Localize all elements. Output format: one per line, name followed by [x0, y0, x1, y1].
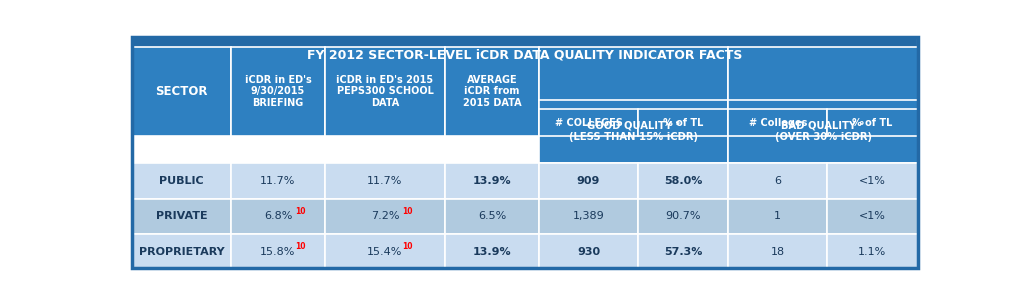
- Text: FY 2012 SECTOR-LEVEL iCDR DATA QUALITY INDICATOR FACTS: FY 2012 SECTOR-LEVEL iCDR DATA QUALITY I…: [307, 49, 742, 62]
- Bar: [132, 47, 230, 136]
- Text: AVERAGE
iCDR from
2015 DATA: AVERAGE iCDR from 2015 DATA: [463, 75, 521, 108]
- Text: <1%: <1%: [859, 211, 886, 221]
- Bar: [132, 37, 918, 73]
- Text: 7.2%: 7.2%: [371, 211, 399, 221]
- Bar: [444, 47, 540, 136]
- Text: 11.7%: 11.7%: [368, 176, 402, 186]
- Text: 13.9%: 13.9%: [473, 176, 511, 186]
- Bar: [540, 163, 638, 199]
- Bar: [540, 110, 638, 136]
- Bar: [638, 163, 728, 199]
- Text: SECTOR: SECTOR: [155, 85, 208, 98]
- Text: iCDR in ED's 2015
PEPS300 SCHOOL
DATA: iCDR in ED's 2015 PEPS300 SCHOOL DATA: [336, 75, 433, 108]
- Bar: [444, 199, 540, 234]
- Text: 13.9%: 13.9%: [473, 247, 511, 257]
- Text: 11.7%: 11.7%: [260, 176, 296, 186]
- Bar: [638, 234, 728, 270]
- Bar: [728, 163, 827, 199]
- Text: 90.7%: 90.7%: [666, 211, 700, 221]
- Bar: [827, 234, 918, 270]
- Text: 1: 1: [774, 211, 781, 221]
- Bar: [638, 110, 728, 136]
- Bar: [326, 199, 444, 234]
- Bar: [326, 47, 444, 136]
- Bar: [728, 110, 827, 136]
- Text: BAD QUALITY ⁹
(OVER 30% iCDR): BAD QUALITY ⁹ (OVER 30% iCDR): [774, 121, 871, 142]
- Text: 58.0%: 58.0%: [664, 176, 702, 186]
- Text: 57.3%: 57.3%: [664, 247, 702, 257]
- Bar: [728, 199, 827, 234]
- Bar: [540, 100, 728, 163]
- Text: 15.4%: 15.4%: [368, 247, 402, 257]
- Bar: [444, 234, 540, 270]
- Bar: [326, 234, 444, 270]
- Text: 930: 930: [577, 247, 600, 257]
- Text: 6: 6: [774, 176, 781, 186]
- Text: iCDR in ED's
9/30/2015
BRIEFING: iCDR in ED's 9/30/2015 BRIEFING: [245, 75, 311, 108]
- Text: 10: 10: [401, 207, 413, 216]
- Text: 6.8%: 6.8%: [264, 211, 292, 221]
- Bar: [230, 47, 326, 136]
- Text: # COLLEGES: # COLLEGES: [555, 118, 623, 128]
- Bar: [540, 199, 638, 234]
- Text: 6.5%: 6.5%: [478, 211, 506, 221]
- Bar: [540, 47, 728, 136]
- Bar: [827, 163, 918, 199]
- Bar: [132, 234, 230, 270]
- Text: % of TL: % of TL: [852, 118, 893, 128]
- Bar: [540, 234, 638, 270]
- Bar: [827, 199, 918, 234]
- Text: GOOD QUALITY ⁹
(LESS THAN 15% iCDR): GOOD QUALITY ⁹ (LESS THAN 15% iCDR): [569, 121, 698, 142]
- Bar: [230, 234, 326, 270]
- Bar: [827, 110, 918, 136]
- Text: PRIVATE: PRIVATE: [156, 211, 207, 221]
- Bar: [326, 163, 444, 199]
- Bar: [230, 199, 326, 234]
- Text: 909: 909: [577, 176, 600, 186]
- Bar: [444, 163, 540, 199]
- Bar: [638, 199, 728, 234]
- Text: 1,389: 1,389: [572, 211, 604, 221]
- Bar: [728, 100, 918, 163]
- Bar: [728, 234, 827, 270]
- Bar: [728, 47, 918, 136]
- Text: 1.1%: 1.1%: [858, 247, 887, 257]
- Text: 15.8%: 15.8%: [260, 247, 296, 257]
- Text: PUBLIC: PUBLIC: [159, 176, 204, 186]
- Text: <1%: <1%: [859, 176, 886, 186]
- Text: 10: 10: [401, 243, 413, 252]
- Text: PROPRIETARY: PROPRIETARY: [138, 247, 224, 257]
- Bar: [132, 199, 230, 234]
- Text: 10: 10: [295, 243, 305, 252]
- Text: 10: 10: [295, 207, 305, 216]
- Text: # Colleges: # Colleges: [749, 118, 807, 128]
- Bar: [230, 163, 326, 199]
- Bar: [132, 163, 230, 199]
- Text: 18: 18: [771, 247, 784, 257]
- Text: % of TL: % of TL: [663, 118, 703, 128]
